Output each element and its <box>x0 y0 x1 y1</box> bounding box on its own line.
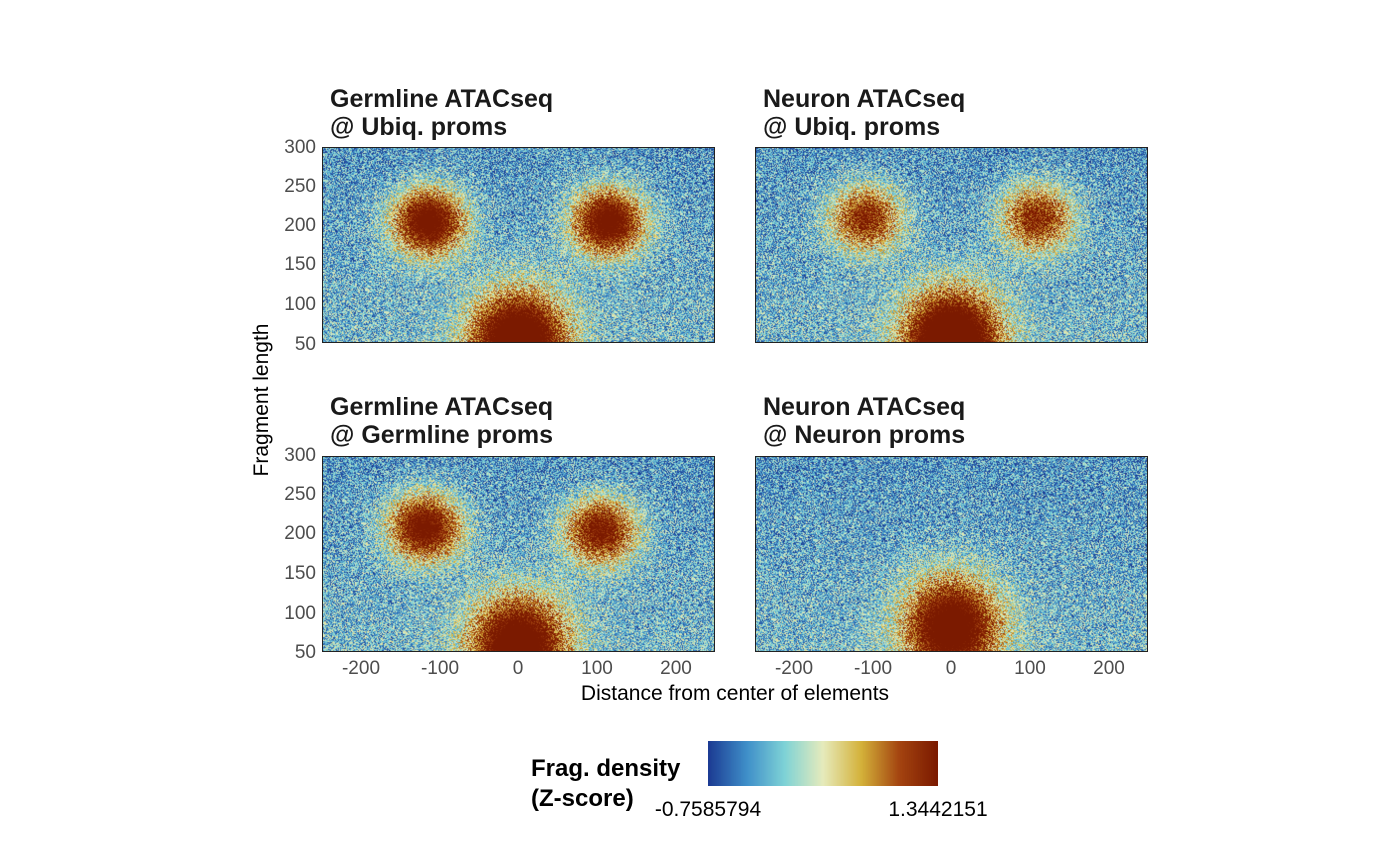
xtick-label: -100 <box>420 658 460 679</box>
ytick-label: 100 <box>284 603 316 624</box>
xtick-label: 200 <box>660 658 692 679</box>
ytick-label: 150 <box>284 563 316 584</box>
heatmap-germline-ubiq <box>322 147 715 343</box>
panel-title-3: Germline ATACseq @ Germline proms <box>330 393 554 449</box>
xtick-label: 100 <box>1014 658 1046 679</box>
heatmap-neuron-ubiq <box>755 147 1148 343</box>
xtick-label: 0 <box>945 658 957 679</box>
ytick-label: 200 <box>284 215 316 236</box>
ytick-label: 50 <box>294 642 316 663</box>
colorbar-min-label: -0.7585794 <box>654 798 762 821</box>
xtick-label: 0 <box>512 658 524 679</box>
ytick-label: 250 <box>284 484 316 505</box>
ytick-label: 150 <box>284 254 316 275</box>
ytick-label: 100 <box>284 294 316 315</box>
xtick-label: -100 <box>853 658 893 679</box>
colorbar <box>708 741 938 786</box>
y-axis-title: Fragment length <box>250 323 273 477</box>
xtick-label: 100 <box>581 658 613 679</box>
panel-title-2: Neuron ATACseq @ Ubiq. proms <box>763 85 966 141</box>
panel-title-4: Neuron ATACseq @ Neuron proms <box>763 393 966 449</box>
heatmap-neuron-neuron <box>755 456 1148 652</box>
xtick-label: 200 <box>1093 658 1125 679</box>
xtick-label: -200 <box>341 658 381 679</box>
ytick-label: 300 <box>284 137 316 158</box>
ytick-label: 250 <box>284 176 316 197</box>
panel-title-1: Germline ATACseq @ Ubiq. proms <box>330 85 554 141</box>
legend-title: Frag. density (Z-score) <box>531 755 681 812</box>
heatmap-germline-germline <box>322 456 715 652</box>
xtick-label: -200 <box>774 658 814 679</box>
ytick-label: 50 <box>294 334 316 355</box>
x-axis-title: Distance from center of elements <box>580 682 890 705</box>
ytick-label: 300 <box>284 445 316 466</box>
ytick-label: 200 <box>284 523 316 544</box>
colorbar-max-label: 1.3442151 <box>888 798 988 821</box>
